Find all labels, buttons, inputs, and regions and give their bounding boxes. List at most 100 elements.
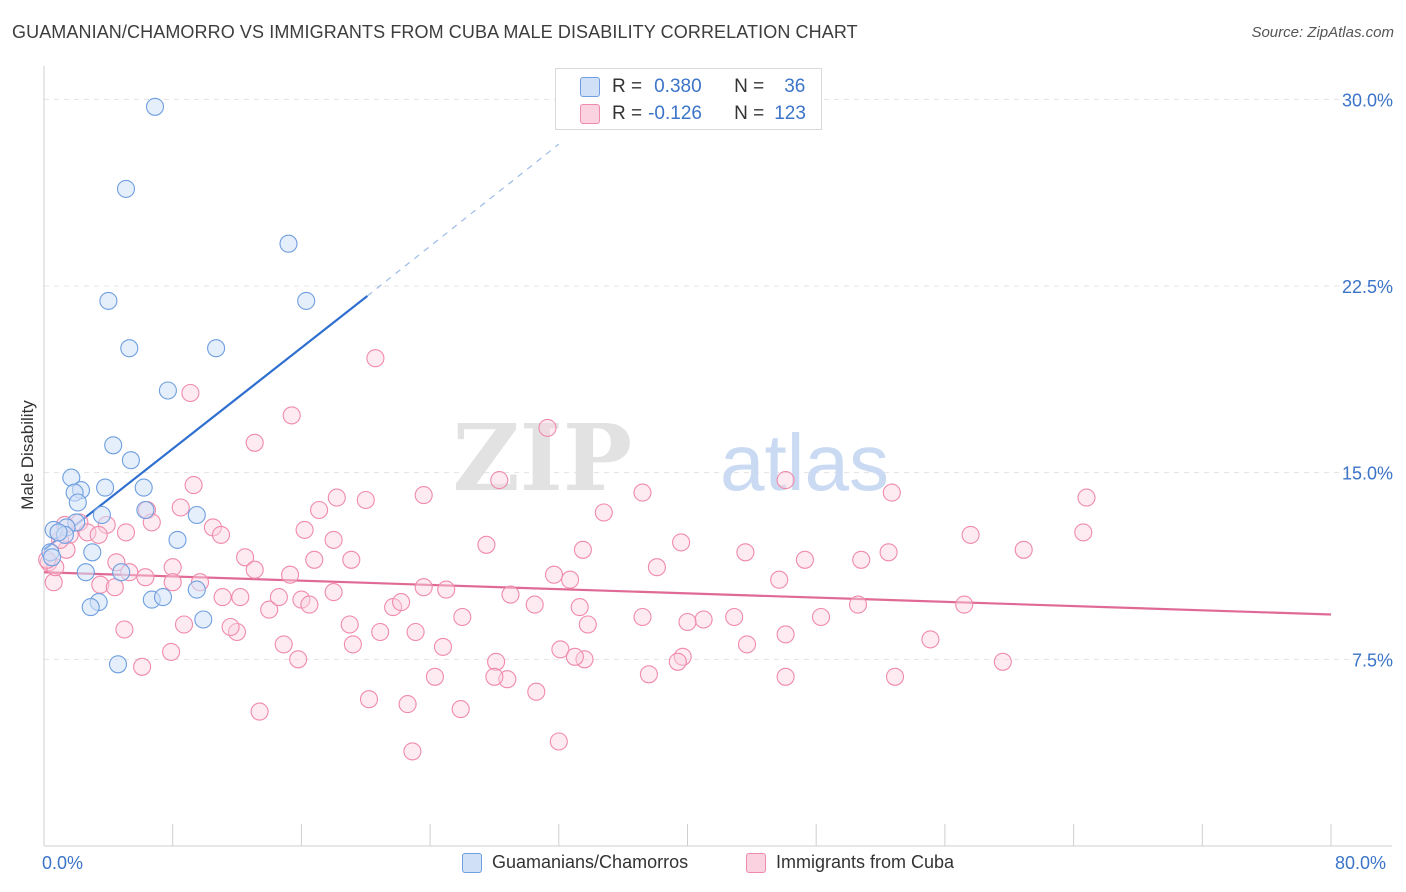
y-tick-label: 30.0% bbox=[1342, 90, 1393, 110]
point-guamanian bbox=[68, 493, 87, 512]
point-guamanian bbox=[104, 436, 123, 455]
point-cuba bbox=[770, 570, 789, 589]
point-guamanian bbox=[92, 505, 111, 525]
point-cuba bbox=[403, 742, 422, 761]
point-cuba bbox=[694, 610, 713, 629]
point-cuba bbox=[565, 647, 584, 666]
legend-swatch-cuba bbox=[746, 852, 766, 873]
point-cuba bbox=[538, 418, 557, 437]
point-cuba bbox=[921, 630, 940, 649]
point-guamanian bbox=[279, 234, 298, 253]
point-cuba bbox=[776, 625, 795, 644]
point-cuba bbox=[639, 665, 658, 684]
point-guamanian bbox=[116, 179, 136, 198]
point-cuba bbox=[324, 583, 343, 602]
point-guamanian bbox=[108, 655, 128, 674]
point-cuba bbox=[213, 588, 232, 607]
point-cuba bbox=[115, 620, 134, 639]
watermark-atlas: atlas bbox=[720, 418, 889, 507]
point-cuba bbox=[282, 406, 301, 425]
point-cuba bbox=[678, 612, 697, 632]
point-guamanian bbox=[187, 580, 206, 599]
point-cuba bbox=[811, 607, 831, 627]
point-cuba bbox=[274, 635, 293, 654]
point-cuba bbox=[490, 471, 509, 490]
x-tick-label-max: 80.0% bbox=[1335, 853, 1387, 873]
point-cuba bbox=[1077, 488, 1096, 507]
stats-r-label: R = bbox=[612, 76, 643, 97]
point-guamanian bbox=[297, 291, 316, 310]
point-cuba bbox=[414, 578, 433, 597]
point-cuba bbox=[647, 558, 666, 577]
point-cuba bbox=[549, 732, 568, 751]
point-cuba bbox=[668, 652, 687, 671]
point-cuba bbox=[295, 520, 314, 539]
point-cuba bbox=[116, 523, 136, 542]
point-cuba bbox=[453, 607, 472, 627]
point-cuba bbox=[848, 595, 868, 614]
point-cuba bbox=[163, 558, 182, 577]
data-points bbox=[38, 97, 1096, 761]
point-cuba bbox=[250, 702, 269, 721]
point-cuba bbox=[437, 580, 456, 599]
watermark: ZIP atlas bbox=[453, 404, 889, 512]
legend-item-guamanians[interactable]: Guamanians/Chamorros bbox=[462, 852, 688, 873]
point-cuba bbox=[776, 667, 795, 686]
point-cuba bbox=[136, 568, 155, 587]
bottom-legend: Guamanians/Chamorros Immigrants from Cub… bbox=[0, 852, 1406, 878]
point-cuba bbox=[89, 525, 108, 544]
point-cuba bbox=[231, 588, 250, 607]
point-guamanian bbox=[99, 291, 118, 310]
point-cuba bbox=[245, 433, 264, 452]
point-cuba bbox=[561, 570, 580, 589]
point-cuba bbox=[795, 550, 814, 569]
point-cuba bbox=[310, 500, 329, 520]
stats-n-value: 123 bbox=[774, 103, 806, 124]
point-cuba bbox=[181, 383, 200, 403]
point-cuba bbox=[477, 535, 496, 554]
point-cuba bbox=[573, 540, 592, 559]
point-cuba bbox=[371, 622, 390, 642]
point-cuba bbox=[451, 700, 470, 719]
stats-swatch-guamanian bbox=[580, 77, 600, 97]
point-cuba bbox=[673, 647, 692, 666]
point-cuba bbox=[955, 595, 974, 614]
point-cuba bbox=[414, 486, 433, 505]
point-cuba bbox=[281, 565, 300, 584]
point-cuba bbox=[342, 550, 361, 569]
point-cuba bbox=[1074, 523, 1093, 542]
point-cuba bbox=[44, 573, 63, 592]
y-tick-label: 7.5% bbox=[1352, 650, 1393, 670]
legend-item-cuba[interactable]: Immigrants from Cuba bbox=[746, 852, 954, 873]
x-tick-label-min: 0.0% bbox=[42, 853, 84, 873]
point-cuba bbox=[501, 585, 520, 604]
watermark-zip: ZIP bbox=[453, 404, 632, 512]
y-tick-label: 15.0% bbox=[1342, 464, 1393, 484]
point-cuba bbox=[269, 588, 288, 607]
point-cuba bbox=[633, 483, 652, 502]
point-cuba bbox=[236, 548, 255, 567]
stats-r-value: 0.380 bbox=[654, 76, 702, 97]
point-cuba bbox=[551, 640, 570, 659]
point-cuba bbox=[487, 652, 506, 671]
point-cuba bbox=[392, 593, 411, 612]
stats-n-label: N = bbox=[734, 103, 765, 124]
point-guamanian bbox=[136, 500, 155, 520]
point-cuba bbox=[993, 652, 1012, 671]
point-cuba bbox=[260, 600, 279, 619]
point-cuba bbox=[433, 637, 453, 656]
point-cuba bbox=[578, 615, 597, 634]
point-cuba bbox=[398, 695, 417, 714]
point-cuba bbox=[340, 615, 359, 634]
point-cuba bbox=[633, 607, 652, 627]
point-cuba bbox=[594, 503, 613, 522]
point-guamanian bbox=[120, 339, 139, 358]
point-guamanian bbox=[145, 97, 165, 116]
point-cuba bbox=[162, 642, 181, 661]
point-cuba bbox=[544, 565, 564, 584]
point-cuba bbox=[736, 543, 755, 562]
point-cuba bbox=[527, 682, 546, 701]
point-cuba bbox=[852, 550, 871, 569]
point-cuba bbox=[221, 617, 240, 637]
point-guamanian bbox=[76, 563, 95, 582]
